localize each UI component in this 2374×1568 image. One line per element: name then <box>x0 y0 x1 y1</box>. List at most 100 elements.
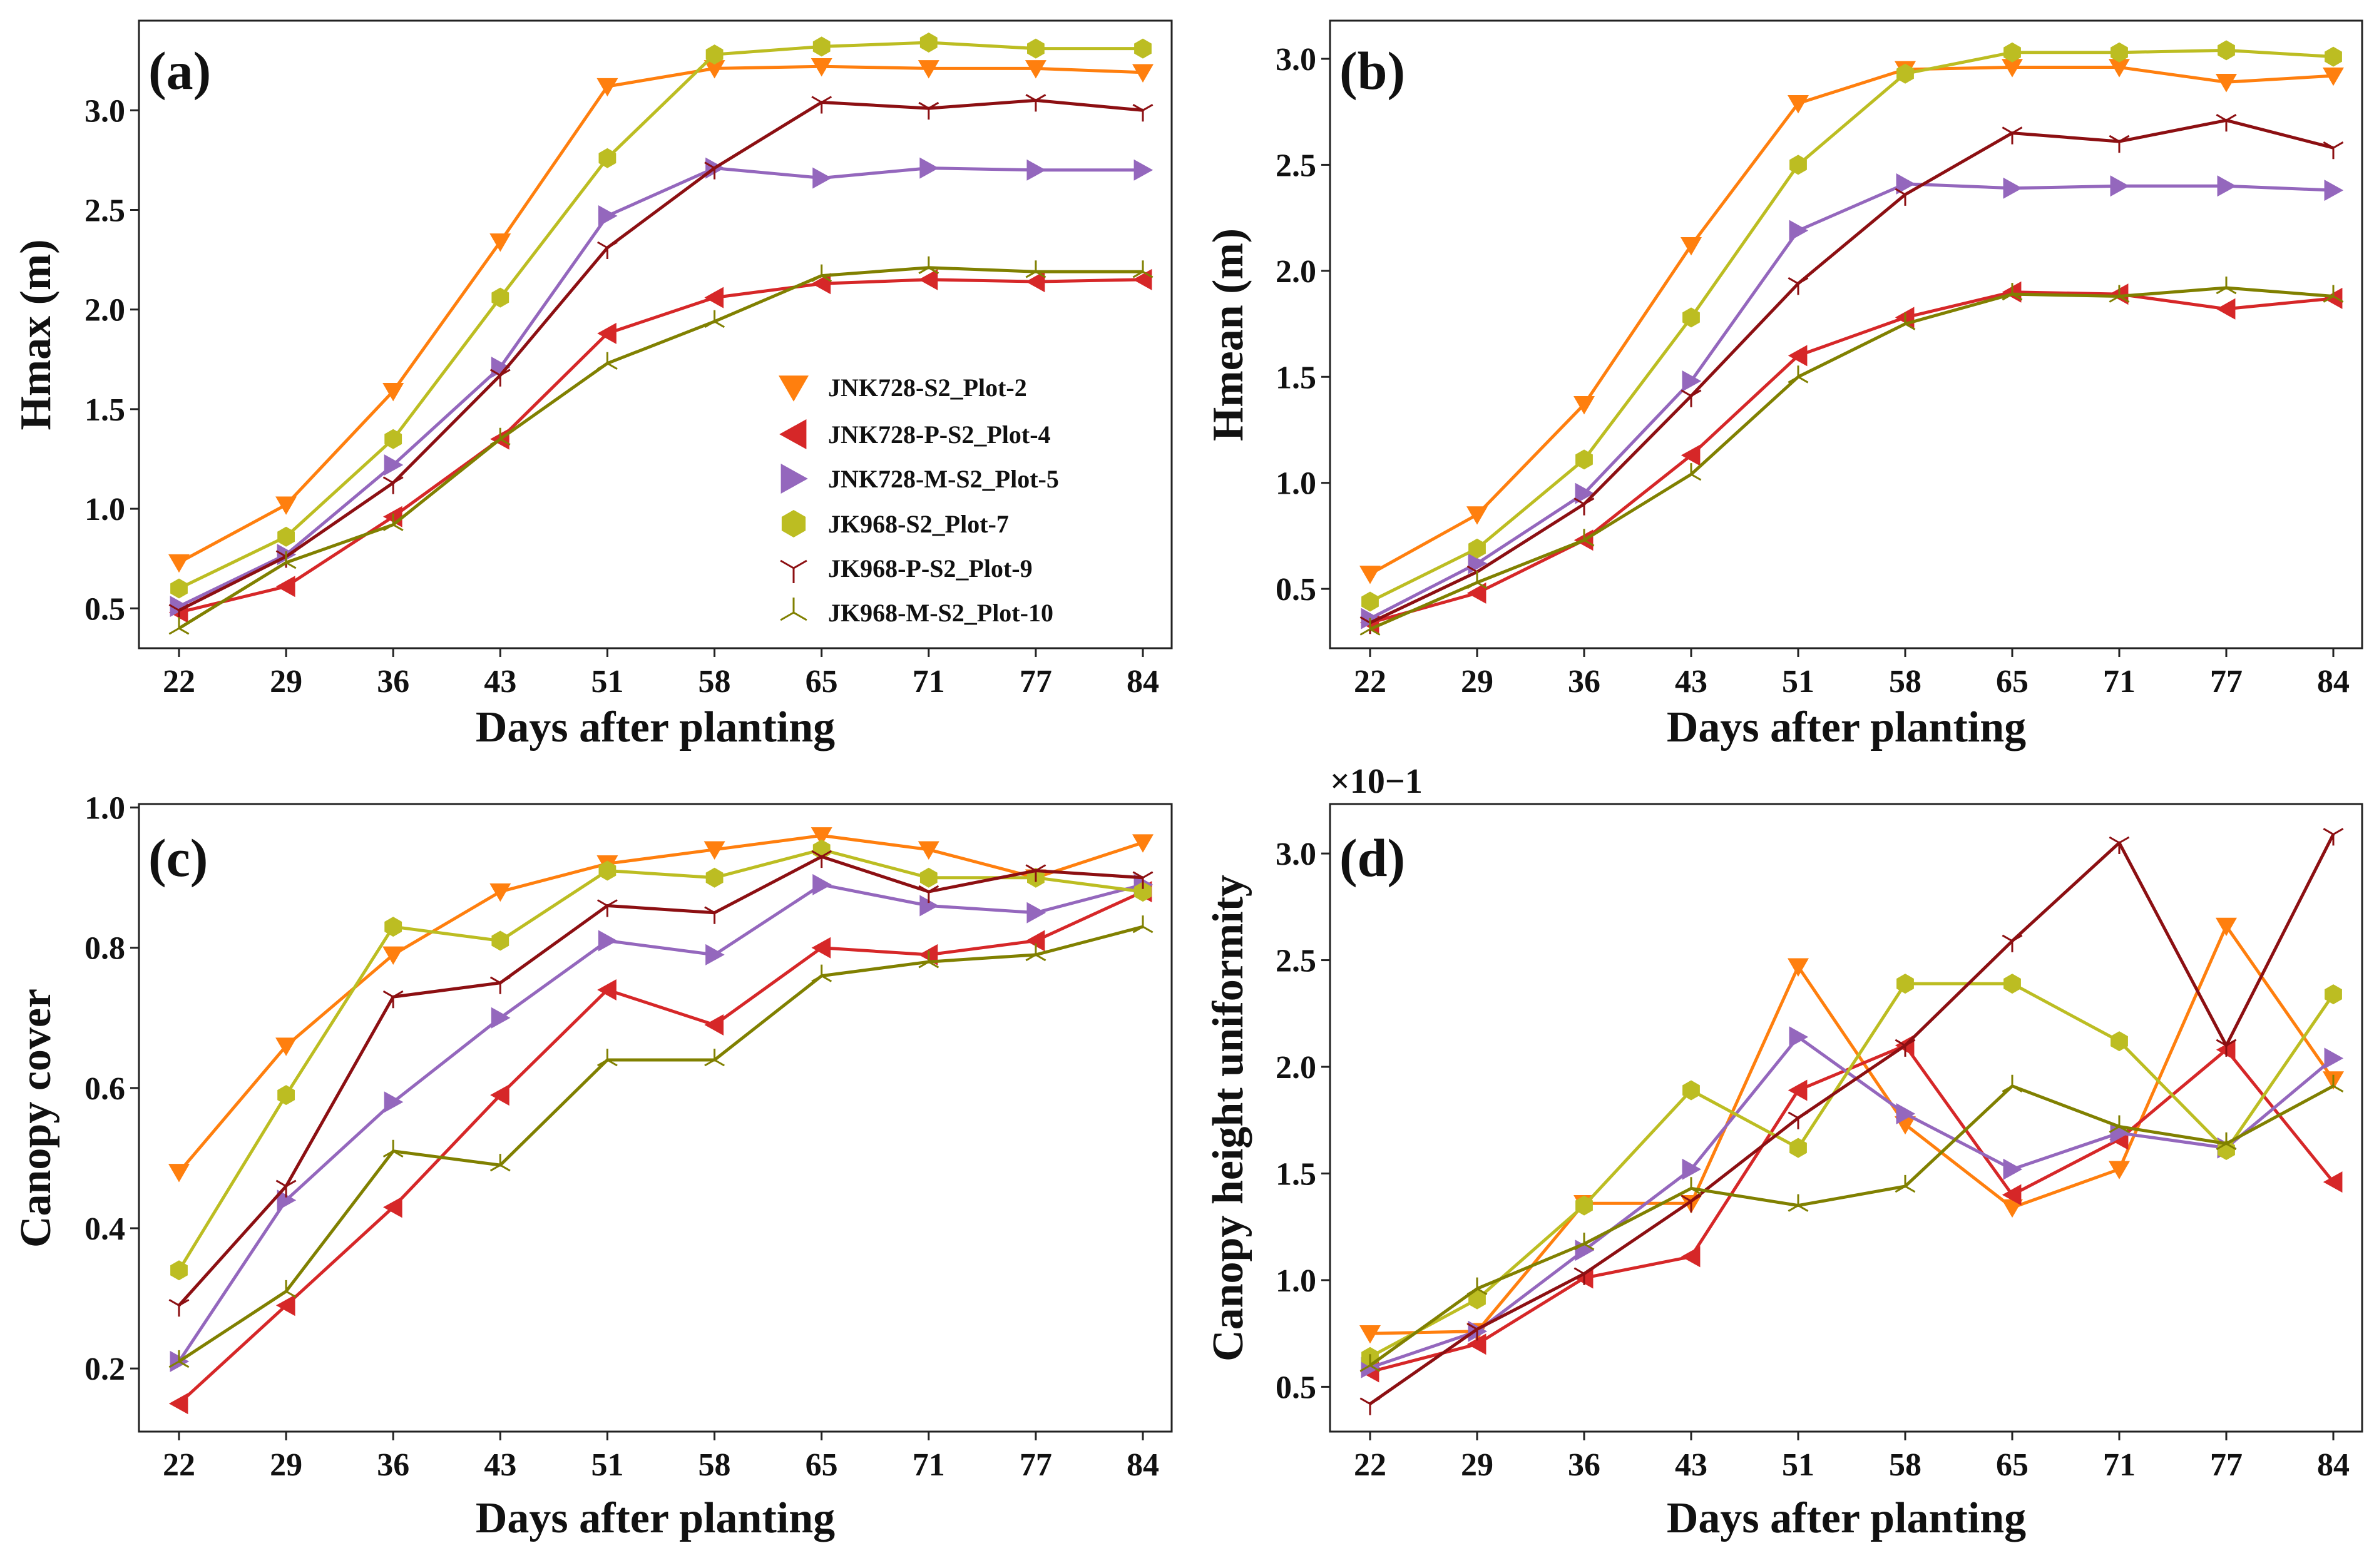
x-tick-label: 29 <box>1461 1447 1493 1483</box>
data-point-jk968-p-s2-plot-9 <box>2323 141 2344 160</box>
data-point-jk968-s2-plot-7 <box>1789 1138 1807 1158</box>
data-point-jk968-m-s2-plot-10 <box>1681 1177 1702 1195</box>
x-tick-label: 71 <box>2103 1447 2136 1483</box>
legend-marker-jnk728-s2-plot-2 <box>779 375 809 402</box>
data-point-jk968-p-s2-plot-9 <box>2216 1039 2237 1057</box>
data-point-jk968-s2-plot-7 <box>277 526 295 547</box>
data-point-jk968-m-s2-plot-10 <box>811 964 832 982</box>
data-point-jk968-p-s2-plot-9 <box>1132 103 1154 122</box>
data-point-jk968-s2-plot-7 <box>2325 984 2342 1005</box>
x-tick-label: 77 <box>1020 1447 1052 1483</box>
data-point-jk968-p-s2-plot-9 <box>1466 1323 1488 1341</box>
data-point-jk968-s2-plot-7 <box>2003 974 2021 994</box>
series-line-jnk728-p-s2-plot-4 <box>1369 290 2334 624</box>
data-point-jk968-m-s2-plot-10 <box>275 1280 297 1298</box>
data-point-jnk728-p-s2-plot-4 <box>704 1014 724 1036</box>
x-ticks-a: 22 29 36 43 51 58 65 71 77 84 <box>163 648 1159 700</box>
x-tick-label: 43 <box>1675 664 1707 700</box>
data-point-jnk728-p-s2-plot-4 <box>490 1084 509 1106</box>
data-point-jnk728-p-s2-plot-4 <box>2323 1171 2343 1193</box>
data-point-jk968-m-s2-plot-10 <box>168 617 190 635</box>
legend-item-jk968-m-s2-plot-10: JK968-M-S2_Plot-10 <box>780 598 1053 627</box>
y-tick-label: 1.5 <box>84 392 125 428</box>
y-tick-label: 1.5 <box>1276 1156 1316 1192</box>
series-line-jnk728-m-s2-plot-5 <box>1369 182 2334 620</box>
x-tick-label: 58 <box>1889 1447 1921 1483</box>
data-point-jk968-s2-plot-7 <box>919 33 938 53</box>
data-point-jk968-p-s2-plot-9 <box>1025 94 1046 112</box>
data-point-jk968-s2-plot-7 <box>384 917 402 937</box>
data-point-jk968-m-s2-plot-10 <box>704 1049 725 1067</box>
x-tick-label: 77 <box>2210 1447 2243 1483</box>
data-point-jk968-s2-plot-7 <box>2111 1031 2128 1052</box>
plot-frame-d <box>1329 803 2363 1433</box>
x-ticks-b: 22 29 36 43 51 58 65 71 77 84 <box>1354 648 2350 700</box>
data-point-jk968-s2-plot-7 <box>1468 1289 1486 1310</box>
marks-b <box>1359 40 2344 636</box>
data-point-jnk728-p-s2-plot-4 <box>811 937 831 959</box>
x-tick-label: 43 <box>484 1447 516 1483</box>
panel-label-a: (a) <box>148 41 211 101</box>
data-point-jnk728-s2-plot-2 <box>1788 94 1809 114</box>
y-tick-label: 2.5 <box>1276 944 1316 979</box>
series-jk968-s2-plot-7 <box>170 33 1152 599</box>
marks-c <box>168 827 1154 1415</box>
x-tick-label: 65 <box>1996 1447 2029 1483</box>
data-point-jk968-m-s2-plot-10 <box>1788 1194 1809 1212</box>
data-point-jnk728-p-s2-plot-4 <box>918 268 938 290</box>
plot-frame-a <box>138 19 1173 649</box>
series-line-jk968-s2-plot-7 <box>177 848 1144 1271</box>
data-point-jnk728-m-s2-plot-5 <box>2003 1158 2023 1180</box>
data-point-jnk728-s2-plot-2 <box>704 841 725 860</box>
data-point-jnk728-s2-plot-2 <box>2002 1199 2023 1218</box>
y-axis-label-b: Hmean (m) <box>1204 228 1252 441</box>
data-point-jnk728-m-s2-plot-5 <box>598 205 618 227</box>
data-point-jk968-p-s2-plot-9 <box>2323 828 2344 846</box>
data-point-jk968-s2-plot-7 <box>2218 40 2235 61</box>
series-line-jnk728-p-s2-plot-4 <box>178 890 1144 1405</box>
data-point-jnk728-s2-plot-2 <box>1573 396 1595 415</box>
data-point-jnk728-p-s2-plot-4 <box>275 1295 295 1316</box>
data-point-jnk728-p-s2-plot-4 <box>1466 582 1486 604</box>
data-point-jk968-s2-plot-7 <box>170 1260 188 1281</box>
y-tick-label: 1.0 <box>1276 466 1316 502</box>
y-tick-label: 0.5 <box>1276 572 1316 608</box>
series-line-jk968-m-s2-plot-10 <box>1369 286 2334 631</box>
data-point-jnk728-p-s2-plot-4 <box>1025 271 1045 293</box>
data-point-jk968-p-s2-plot-9 <box>1573 1267 1595 1285</box>
data-point-jnk728-s2-plot-2 <box>1359 566 1381 584</box>
data-point-jk968-m-s2-plot-10 <box>168 1350 190 1368</box>
data-point-jk968-p-s2-plot-9 <box>1788 277 1809 295</box>
x-axis-label-a: Days after planting <box>476 703 835 751</box>
data-point-jk968-m-s2-plot-10 <box>1025 943 1046 962</box>
data-point-jnk728-m-s2-plot-5 <box>598 930 618 952</box>
data-point-jnk728-p-s2-plot-4 <box>1788 1079 1808 1101</box>
data-point-jnk728-s2-plot-2 <box>168 1164 190 1183</box>
y-tick-label: 1.0 <box>1276 1263 1316 1299</box>
panel-label-b: (b) <box>1339 41 1405 101</box>
data-point-jk968-p-s2-plot-9 <box>1895 1039 1916 1057</box>
series-line-jk968-m-s2-plot-10 <box>178 266 1143 630</box>
legend-label-jnk728-p-s2-plot-4: JNK728-P-S2_Plot-4 <box>828 420 1051 449</box>
data-point-jk968-s2-plot-7 <box>1134 38 1152 59</box>
data-point-jk968-p-s2-plot-9 <box>168 1298 190 1317</box>
data-point-jnk728-s2-plot-2 <box>1466 506 1488 525</box>
data-point-jk968-p-s2-plot-9 <box>382 476 404 494</box>
legend-item-jnk728-m-s2-plot-5: JNK728-M-S2_Plot-5 <box>780 464 1059 494</box>
legend-label-jk968-p-s2-plot-9: JK968-P-S2_Plot-9 <box>828 554 1033 583</box>
data-point-jk968-m-s2-plot-10 <box>1573 1233 1595 1251</box>
series-jk968-m-s2-plot-10 <box>1359 277 2344 636</box>
marks-d <box>1359 828 2344 1415</box>
legend-label-jk968-s2-plot-7: JK968-S2_Plot-7 <box>828 510 1009 538</box>
data-point-jnk728-s2-plot-2 <box>1025 60 1046 79</box>
y-tick-label: 0.2 <box>84 1352 125 1387</box>
data-point-jk968-m-s2-plot-10 <box>1788 365 1809 384</box>
data-point-jk968-s2-plot-7 <box>2218 1140 2235 1160</box>
x-tick-label: 29 <box>1461 664 1493 700</box>
data-point-jk968-m-s2-plot-10 <box>489 1154 511 1172</box>
data-point-jk968-p-s2-plot-9 <box>704 161 725 180</box>
series-jk968-p-s2-plot-9 <box>168 94 1154 622</box>
data-point-jnk728-m-s2-plot-5 <box>277 1189 297 1211</box>
data-point-jk968-m-s2-plot-10 <box>489 427 511 446</box>
data-point-jk968-m-s2-plot-10 <box>2002 283 2023 301</box>
